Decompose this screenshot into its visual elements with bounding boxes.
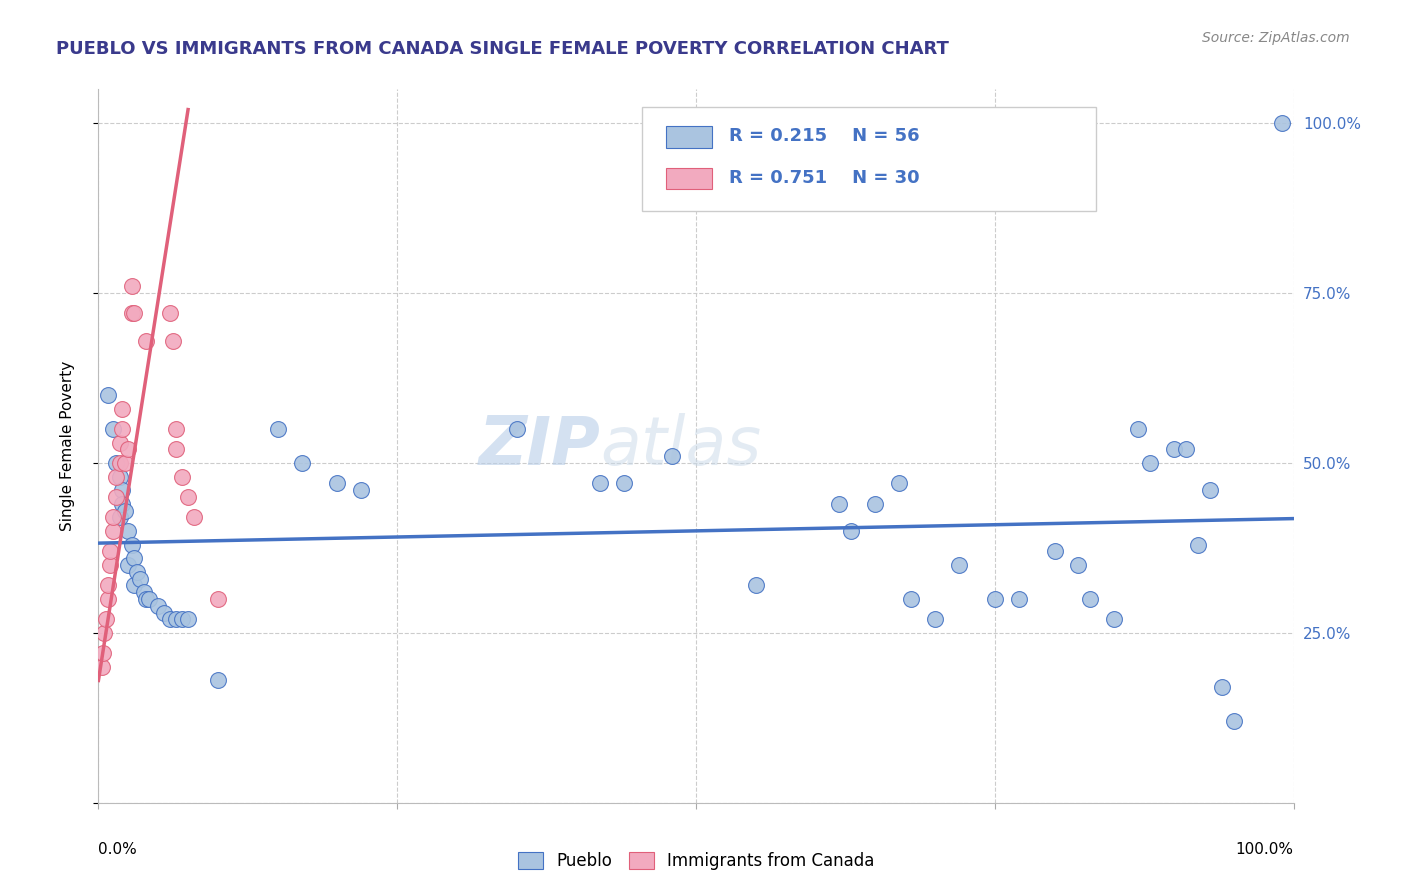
- Point: [138, 591, 160, 606]
- Point: [165, 442, 187, 457]
- Point: [105, 490, 128, 504]
- Point: [589, 476, 612, 491]
- Point: [108, 510, 131, 524]
- Point: [135, 334, 157, 348]
- Point: [172, 469, 194, 483]
- Text: Source: ZipAtlas.com: Source: ZipAtlas.com: [1202, 31, 1350, 45]
- Point: [1007, 591, 1029, 606]
- Point: [111, 422, 134, 436]
- Point: [1080, 591, 1102, 606]
- Point: [124, 578, 146, 592]
- Bar: [666, 127, 711, 148]
- Point: [1187, 537, 1209, 551]
- Point: [267, 422, 290, 436]
- Point: [98, 558, 122, 572]
- Point: [117, 558, 139, 572]
- Point: [1043, 544, 1066, 558]
- Point: [1163, 442, 1185, 457]
- Bar: [666, 168, 711, 189]
- Point: [841, 524, 863, 538]
- Point: [97, 591, 120, 606]
- Point: [172, 612, 194, 626]
- Point: [863, 497, 887, 511]
- Point: [326, 476, 349, 491]
- Point: [900, 591, 922, 606]
- Point: [114, 503, 136, 517]
- Point: [159, 306, 181, 320]
- Text: 100.0%: 100.0%: [1236, 842, 1294, 857]
- Point: [148, 599, 170, 613]
- Point: [111, 401, 134, 416]
- Point: [117, 442, 139, 457]
- Point: [661, 449, 683, 463]
- Point: [924, 612, 946, 626]
- Point: [828, 497, 851, 511]
- Point: [132, 585, 155, 599]
- Point: [121, 279, 143, 293]
- Point: [291, 456, 314, 470]
- Point: [121, 306, 143, 320]
- Point: [1067, 558, 1090, 572]
- Point: [745, 578, 768, 592]
- Text: atlas: atlas: [600, 413, 762, 479]
- Point: [97, 388, 120, 402]
- Point: [1175, 442, 1198, 457]
- Point: [91, 646, 114, 660]
- Point: [613, 476, 636, 491]
- Point: [177, 490, 200, 504]
- Point: [948, 558, 970, 572]
- Point: [125, 565, 148, 579]
- Point: [91, 660, 114, 674]
- Point: [108, 469, 131, 483]
- Point: [984, 591, 1007, 606]
- Text: PUEBLO VS IMMIGRANTS FROM CANADA SINGLE FEMALE POVERTY CORRELATION CHART: PUEBLO VS IMMIGRANTS FROM CANADA SINGLE …: [56, 40, 949, 58]
- Point: [183, 510, 205, 524]
- Point: [105, 456, 128, 470]
- Point: [121, 537, 143, 551]
- Text: R = 0.215    N = 56: R = 0.215 N = 56: [730, 128, 920, 145]
- Point: [1211, 680, 1233, 694]
- Point: [114, 456, 136, 470]
- Point: [97, 578, 120, 592]
- Point: [124, 306, 146, 320]
- Point: [177, 612, 200, 626]
- Point: [129, 572, 152, 586]
- Point: [101, 510, 124, 524]
- Point: [93, 626, 115, 640]
- Point: [1102, 612, 1125, 626]
- Point: [165, 422, 187, 436]
- Point: [1198, 483, 1220, 498]
- Point: [350, 483, 373, 498]
- Point: [162, 334, 184, 348]
- Point: [506, 422, 529, 436]
- Point: [108, 456, 131, 470]
- Legend: Pueblo, Immigrants from Canada: Pueblo, Immigrants from Canada: [510, 845, 882, 877]
- Point: [153, 606, 176, 620]
- Point: [108, 435, 131, 450]
- Point: [889, 476, 911, 491]
- Point: [1139, 456, 1161, 470]
- Point: [1128, 422, 1150, 436]
- Point: [101, 422, 124, 436]
- Y-axis label: Single Female Poverty: Single Female Poverty: [60, 361, 75, 531]
- Text: 0.0%: 0.0%: [98, 842, 138, 857]
- FancyBboxPatch shape: [643, 107, 1097, 211]
- Point: [1222, 714, 1246, 729]
- Point: [117, 524, 139, 538]
- Point: [98, 544, 122, 558]
- Point: [105, 469, 128, 483]
- Point: [101, 524, 124, 538]
- Text: R = 0.751    N = 30: R = 0.751 N = 30: [730, 169, 920, 186]
- Point: [159, 612, 181, 626]
- Point: [207, 673, 229, 688]
- Point: [111, 483, 134, 498]
- Point: [135, 591, 157, 606]
- Point: [1271, 116, 1294, 130]
- Point: [94, 612, 117, 626]
- Point: [207, 591, 229, 606]
- Point: [165, 612, 187, 626]
- Point: [124, 551, 146, 566]
- Text: ZIP: ZIP: [478, 413, 600, 479]
- Point: [111, 497, 134, 511]
